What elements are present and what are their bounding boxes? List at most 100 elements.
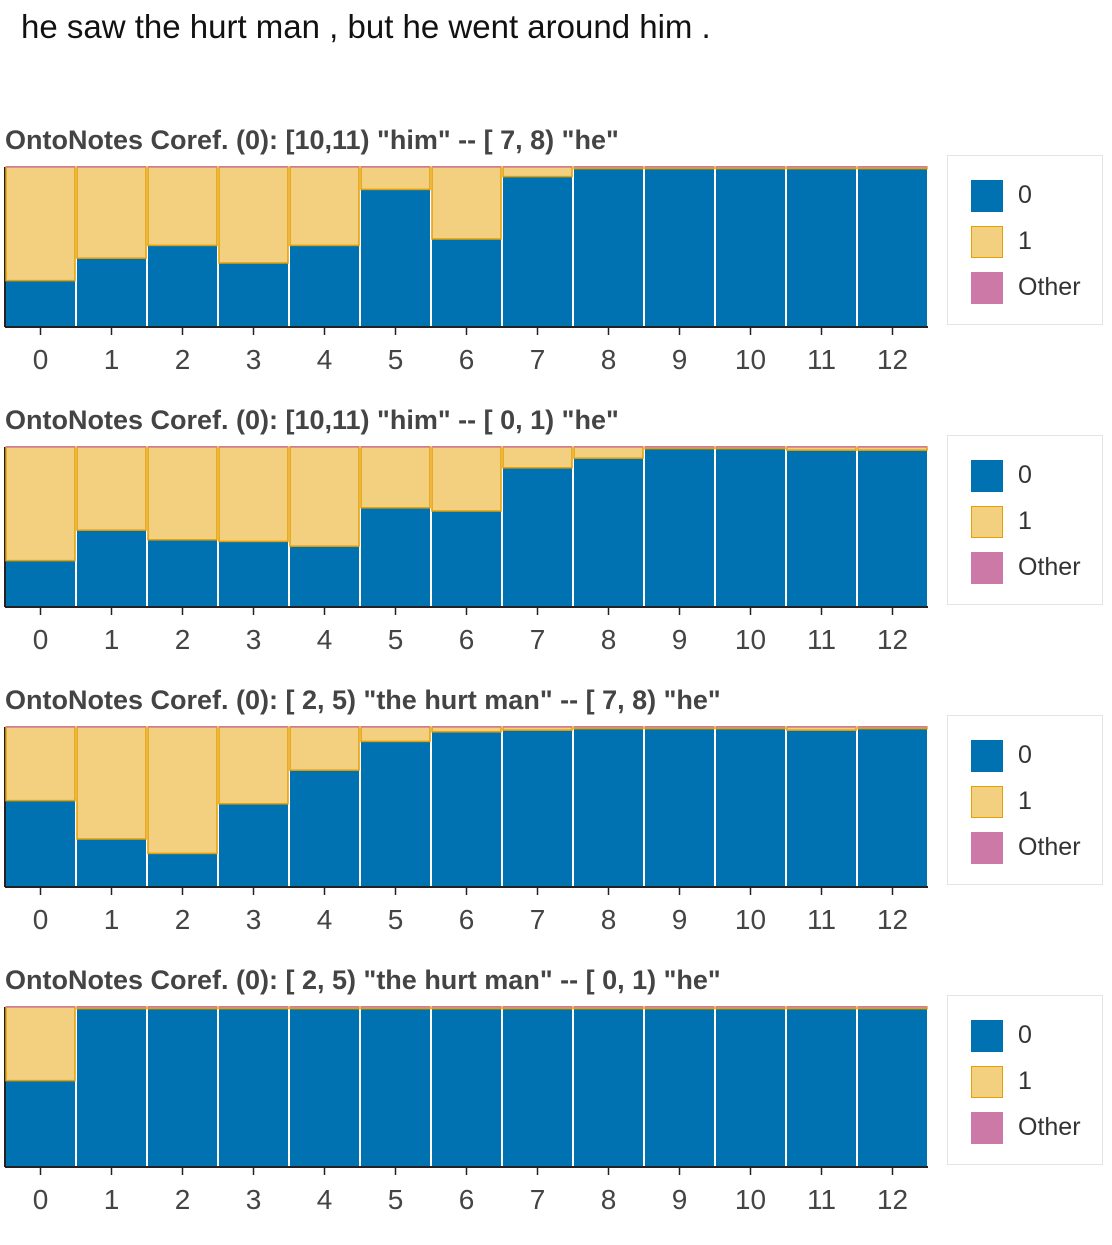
x-tick-label: 9	[672, 344, 688, 375]
legend-swatch-0	[971, 180, 1003, 212]
bar-segment-0-layer-12	[858, 450, 927, 607]
bar-top-edge	[432, 446, 501, 448]
chart-title: OntoNotes Coref. (0): [ 2, 5) "the hurt …	[5, 965, 721, 995]
x-tick-label: 4	[317, 1184, 333, 1215]
bar-segment-1-layer-5	[360, 726, 431, 743]
bar-top-edge	[503, 1006, 572, 1008]
bar-top-edge	[858, 166, 927, 168]
x-tick-label: 6	[459, 904, 475, 935]
bar-top-edge	[148, 1006, 217, 1008]
bar-top-edge	[858, 446, 927, 448]
legend: 0 1 Other	[947, 155, 1103, 325]
bar-segment-0-layer-10	[716, 448, 785, 607]
x-tick-label: 7	[530, 624, 546, 655]
legend-label: 0	[1018, 1021, 1032, 1049]
x-tick-label: 5	[388, 904, 404, 935]
x-tick-label: 8	[601, 344, 617, 375]
x-tick-label: 2	[175, 1184, 191, 1215]
bar-segment-0-layer-1	[77, 530, 146, 607]
stacked-bar-chart: 0 1 2 3 4 5 6 7 8 9 10 11 12	[4, 166, 928, 375]
bar-top-edge	[432, 726, 501, 728]
legend-label: Other	[1018, 1113, 1081, 1141]
bar-segment-1-layer-7	[502, 446, 573, 469]
x-tick-label: 1	[104, 624, 120, 655]
bar-top-edge	[77, 446, 146, 448]
x-tick-label: 6	[459, 624, 475, 655]
bar-top-edge	[432, 1006, 501, 1008]
bar-segment-0-layer-2	[148, 245, 217, 327]
bar-segment-0-layer-11	[787, 730, 856, 887]
bar-segment-0-layer-9	[645, 1008, 714, 1167]
bar-segment-1-layer-3	[218, 726, 289, 805]
bar-top-edge	[148, 166, 217, 168]
bar-segment-0-layer-3	[219, 541, 288, 607]
bar-segment-0-layer-5	[361, 741, 430, 887]
bar-segment-1-layer-4	[289, 446, 360, 547]
x-tick-label: 0	[33, 1184, 49, 1215]
bar-segment-0-layer-4	[290, 1008, 359, 1167]
bar-segment-1-layer-1	[76, 166, 147, 259]
bar-segment-0-layer-5	[361, 1008, 430, 1167]
x-tick-label: 11	[807, 904, 836, 935]
x-tick-label: 12	[877, 624, 908, 655]
bar-segment-1-layer-0	[5, 1006, 76, 1082]
bar-top-edge	[361, 1006, 430, 1008]
bar-segment-0-layer-0	[6, 800, 75, 887]
bar-segment-0-layer-1	[77, 839, 146, 887]
x-tick-label: 6	[459, 344, 475, 375]
x-tick-label: 5	[388, 624, 404, 655]
legend-swatch-0	[971, 1020, 1003, 1052]
bar-top-edge	[858, 726, 927, 728]
bar-top-edge	[290, 726, 359, 728]
bar-segment-0-layer-1	[77, 258, 146, 327]
bar-segment-0-layer-11	[787, 1008, 856, 1167]
bar-segment-1-layer-5	[360, 446, 431, 509]
bar-top-edge	[6, 1006, 75, 1008]
bar-segment-0-layer-5	[361, 189, 430, 327]
bar-segment-1-layer-5	[360, 166, 431, 191]
bar-top-edge	[787, 446, 856, 448]
bar-top-edge	[716, 166, 785, 168]
x-tick-label: 0	[33, 624, 49, 655]
bar-top-edge	[77, 726, 146, 728]
x-tick-label: 8	[601, 1184, 617, 1215]
legend-swatch-1	[971, 786, 1003, 818]
bar-top-edge	[503, 726, 572, 728]
bar-top-edge	[77, 166, 146, 168]
bar-top-edge	[716, 1006, 785, 1008]
bar-top-edge	[574, 726, 643, 728]
bar-segment-0-layer-10	[716, 168, 785, 327]
bar-top-edge	[716, 726, 785, 728]
bar-segment-0-layer-7	[503, 1008, 572, 1167]
x-tick-label: 9	[672, 624, 688, 655]
x-tick-label: 3	[246, 904, 262, 935]
bar-top-edge	[6, 726, 75, 728]
x-tick-label: 11	[807, 624, 836, 655]
bar-segment-0-layer-8	[574, 168, 643, 327]
bar-segment-0-layer-12	[858, 728, 927, 887]
bar-segment-0-layer-5	[361, 507, 430, 607]
bar-segment-1-layer-2	[147, 166, 218, 247]
chart-title: OntoNotes Coref. (0): [10,11) "him" -- […	[5, 125, 619, 155]
bar-top-edge	[787, 1006, 856, 1008]
bar-top-edge	[645, 726, 714, 728]
bar-segment-1-layer-4	[289, 166, 360, 247]
x-tick-label: 0	[33, 904, 49, 935]
bar-top-edge	[645, 1006, 714, 1008]
bar-top-edge	[645, 166, 714, 168]
bar-segment-0-layer-9	[645, 728, 714, 887]
bar-segment-0-layer-0	[6, 560, 75, 607]
x-tick-label: 3	[246, 1184, 262, 1215]
x-tick-label: 10	[735, 904, 766, 935]
bar-segment-0-layer-2	[148, 539, 217, 607]
chart-title: OntoNotes Coref. (0): [10,11) "him" -- […	[5, 405, 619, 435]
x-tick-label: 7	[530, 1184, 546, 1215]
bar-segment-0-layer-12	[858, 168, 927, 327]
bar-segment-0-layer-6	[432, 239, 501, 327]
stacked-bar-chart: 0 1 2 3 4 5 6 7 8 9 10 11 12	[4, 1006, 928, 1215]
x-tick-label: 1	[104, 904, 120, 935]
bar-segment-0-layer-10	[716, 728, 785, 887]
bar-segment-1-layer-3	[218, 446, 289, 543]
legend: 0 1 Other	[947, 995, 1103, 1165]
chart-panel-2: OntoNotes Coref. (0): [10,11) "him" -- […	[0, 405, 1112, 685]
